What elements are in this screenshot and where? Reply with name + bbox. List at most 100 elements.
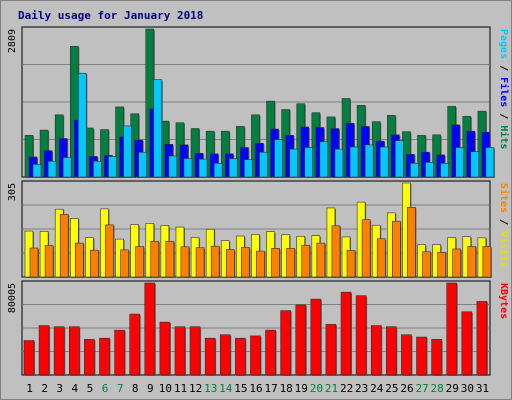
kbytes-kbytes-bar-19 bbox=[295, 304, 307, 376]
visits-sites-bar-22 bbox=[346, 250, 357, 278]
kbytes-kbytes-bar-5-fill bbox=[84, 339, 95, 376]
hits-max-label: 2809 bbox=[7, 29, 18, 53]
visits-panel: 305 Sites / Visits bbox=[7, 180, 510, 278]
hits-pages-bar-20-fill bbox=[319, 141, 329, 178]
kbytes-kbytes-bar-2-fill bbox=[38, 325, 50, 376]
visits-sites-bar-11 bbox=[180, 246, 190, 278]
x-tick-label-20: 20 bbox=[310, 382, 323, 395]
kbytes-kbytes-bar-5 bbox=[84, 339, 96, 376]
kbytes-kbytes-bar-12 bbox=[189, 326, 202, 376]
visits-sites-bar-5 bbox=[90, 249, 100, 278]
x-tick-label-7: 7 bbox=[117, 382, 124, 395]
visits-sites-bar-30-fill bbox=[467, 246, 477, 278]
kbytes-kbytes-bar-9 bbox=[144, 282, 156, 376]
hits-pages-bar-8 bbox=[138, 151, 148, 178]
x-tick-label-16: 16 bbox=[249, 382, 262, 395]
visits-sites-bar-31 bbox=[482, 246, 492, 278]
visits-sites-bar-25 bbox=[392, 220, 402, 278]
x-tick-label-22: 22 bbox=[340, 382, 353, 395]
kbytes-legend: KBytes bbox=[498, 283, 509, 319]
kbytes-kbytes-bar-31 bbox=[476, 301, 488, 376]
x-tick-label-26: 26 bbox=[400, 382, 413, 395]
hits-pages-bar-15 bbox=[244, 159, 254, 178]
kbytes-kbytes-bar-21 bbox=[325, 324, 337, 376]
hits-pages-bar-24 bbox=[379, 146, 390, 178]
kbytes-kbytes-bar-28-fill bbox=[431, 339, 442, 376]
x-tick-label-14: 14 bbox=[219, 382, 233, 395]
visits-legend-separator: / bbox=[498, 213, 509, 231]
hits-pages-bar-5-fill bbox=[93, 160, 102, 178]
kbytes-kbytes-bar-18 bbox=[280, 310, 292, 376]
kbytes-kbytes-bar-4-fill bbox=[68, 326, 80, 376]
kbytes-kbytes-bar-23 bbox=[355, 295, 368, 376]
hits-pages-bar-29-fill bbox=[455, 147, 465, 178]
visits-sites-bar-18-fill bbox=[286, 248, 295, 278]
kbytes-kbytes-bar-26 bbox=[401, 334, 413, 376]
legend-pages: Pages bbox=[498, 29, 509, 59]
hits-pages-bar-3-fill bbox=[62, 157, 72, 178]
hits-pages-bar-25 bbox=[395, 140, 405, 178]
hits-pages-bar-16 bbox=[259, 151, 269, 178]
hits-pages-bar-20 bbox=[319, 141, 329, 178]
x-tick-label-21: 21 bbox=[325, 382, 338, 395]
hits-pages-bar-6-fill bbox=[108, 156, 117, 178]
x-tick-label-27: 27 bbox=[415, 382, 428, 395]
kbytes-kbytes-bar-13 bbox=[204, 337, 217, 376]
legend-visits: Visits bbox=[498, 231, 510, 267]
visits-sites-bar-28 bbox=[437, 252, 447, 278]
kbytes-kbytes-bar-12-fill bbox=[189, 326, 201, 376]
hits-pages-bar-16-fill bbox=[259, 151, 268, 178]
visits-sites-bar-23-fill bbox=[361, 219, 371, 278]
visits-sites-bar-31-fill bbox=[482, 246, 492, 278]
visits-sites-bar-1 bbox=[29, 247, 39, 278]
hits-pages-bar-11-fill bbox=[183, 158, 193, 178]
kbytes-kbytes-bar-4 bbox=[68, 326, 81, 376]
kbytes-kbytes-bar-31-fill bbox=[476, 301, 488, 376]
hits-pages-bar-26 bbox=[410, 163, 420, 178]
kbytes-kbytes-bar-2 bbox=[38, 325, 51, 376]
kbytes-kbytes-bar-23-fill bbox=[355, 295, 367, 376]
hits-legend-separator: / bbox=[498, 59, 509, 77]
hits-pages-bar-2 bbox=[47, 160, 58, 178]
hits-pages-bar-18-fill bbox=[289, 148, 298, 178]
x-tick-label-18: 18 bbox=[280, 382, 293, 395]
visits-sites-bar-11-fill bbox=[180, 246, 190, 278]
x-tick-label-13: 13 bbox=[204, 382, 217, 395]
kbytes-kbytes-bar-1-fill bbox=[23, 340, 35, 376]
hits-pages-bar-1-fill bbox=[32, 164, 42, 178]
visits-sites-bar-20 bbox=[316, 242, 326, 278]
x-tick-label-6: 6 bbox=[102, 382, 109, 395]
legend-kbytes: KBytes bbox=[498, 283, 509, 319]
visits-sites-bar-7-fill bbox=[120, 249, 129, 278]
x-tick-label-11: 11 bbox=[174, 382, 187, 395]
visits-sites-bar-15 bbox=[241, 247, 251, 278]
hits-pages-bar-14-fill bbox=[228, 158, 238, 178]
visits-legend: Sites / Visits bbox=[498, 183, 510, 267]
visits-sites-bar-19-fill bbox=[301, 244, 311, 278]
kbytes-kbytes-bar-27 bbox=[416, 336, 428, 376]
visits-sites-bar-4 bbox=[74, 242, 85, 278]
visits-sites-bar-13-fill bbox=[210, 245, 220, 278]
hits-legend: Pages / Files / Hits bbox=[498, 29, 510, 149]
hits-pages-bar-28-fill bbox=[440, 163, 449, 178]
hits-pages-bar-13-fill bbox=[213, 163, 223, 178]
x-tick-label-29: 29 bbox=[446, 382, 459, 395]
kbytes-kbytes-bar-10-fill bbox=[159, 321, 171, 376]
hits-pages-bar-8-fill bbox=[138, 151, 147, 178]
visits-sites-bar-16-fill bbox=[256, 250, 265, 278]
hits-pages-bar-9-fill bbox=[153, 79, 163, 178]
visits-sites-bar-27-fill bbox=[422, 251, 431, 278]
x-tick-label-19: 19 bbox=[295, 382, 308, 395]
hits-pages-bar-30 bbox=[470, 151, 480, 178]
x-tick-label-4: 4 bbox=[72, 382, 79, 395]
visits-sites-bar-1-fill bbox=[29, 247, 39, 278]
hits-pages-bar-3 bbox=[62, 157, 73, 178]
visits-sites-bar-28-fill bbox=[437, 252, 446, 278]
x-tick-label-24: 24 bbox=[370, 382, 384, 395]
x-tick-label-31: 31 bbox=[476, 382, 489, 395]
x-tick-label-17: 17 bbox=[264, 382, 277, 395]
kbytes-kbytes-bar-27-fill bbox=[416, 336, 427, 376]
hits-pages-bar-21-fill bbox=[334, 148, 344, 178]
visits-sites-bar-8 bbox=[135, 246, 145, 278]
